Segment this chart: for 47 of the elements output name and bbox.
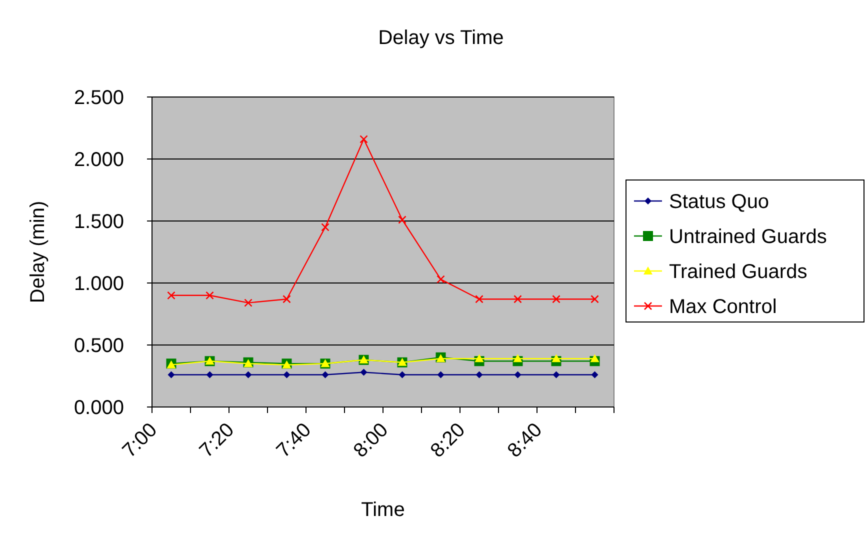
y-tick-label: 1.000	[74, 273, 124, 295]
point	[552, 371, 560, 378]
y-tick-label: 1.500	[74, 211, 124, 233]
y-tick-label: 0.000	[74, 397, 124, 419]
point	[206, 291, 214, 300]
y-tick-label: 2.500	[74, 87, 124, 109]
legend-label: Max Control	[669, 296, 777, 318]
point	[282, 294, 291, 304]
point	[476, 371, 483, 378]
y-tick-label: 2.000	[74, 149, 124, 171]
point	[244, 298, 252, 307]
point	[398, 371, 406, 378]
point	[590, 294, 599, 304]
point	[591, 371, 598, 378]
x-tick-label: 7:40	[272, 418, 316, 462]
point	[590, 354, 600, 362]
point	[437, 371, 444, 378]
legend-label: Untrained Guards	[669, 226, 827, 248]
point	[321, 223, 330, 232]
point	[167, 291, 176, 300]
point	[475, 294, 484, 304]
point	[322, 371, 329, 378]
point	[168, 371, 175, 378]
x-tick-label: 8:20	[426, 418, 470, 462]
point	[360, 135, 368, 144]
point	[244, 371, 252, 378]
point	[552, 294, 560, 304]
point	[436, 275, 445, 284]
point	[360, 368, 368, 376]
x-tick-label: 7:00	[118, 418, 162, 462]
point	[514, 294, 522, 304]
chart-title: Delay vs Time	[378, 27, 504, 49]
legend-label: Status Quo	[669, 191, 770, 213]
legend-label: Trained Guards	[669, 261, 808, 283]
x-axis-title: Time	[361, 499, 405, 521]
point	[513, 354, 522, 362]
y-tick-label: 0.500	[74, 335, 124, 357]
point	[514, 371, 522, 378]
point	[552, 354, 561, 362]
point	[474, 354, 484, 362]
y-axis-title: Delay (min)	[27, 200, 49, 304]
point	[283, 371, 290, 378]
x-tick-label: 7:20	[195, 418, 239, 462]
x-tick-label: 8:00	[349, 418, 393, 462]
point	[398, 216, 406, 224]
point	[206, 371, 214, 378]
x-tick-label: 8:40	[503, 418, 547, 462]
